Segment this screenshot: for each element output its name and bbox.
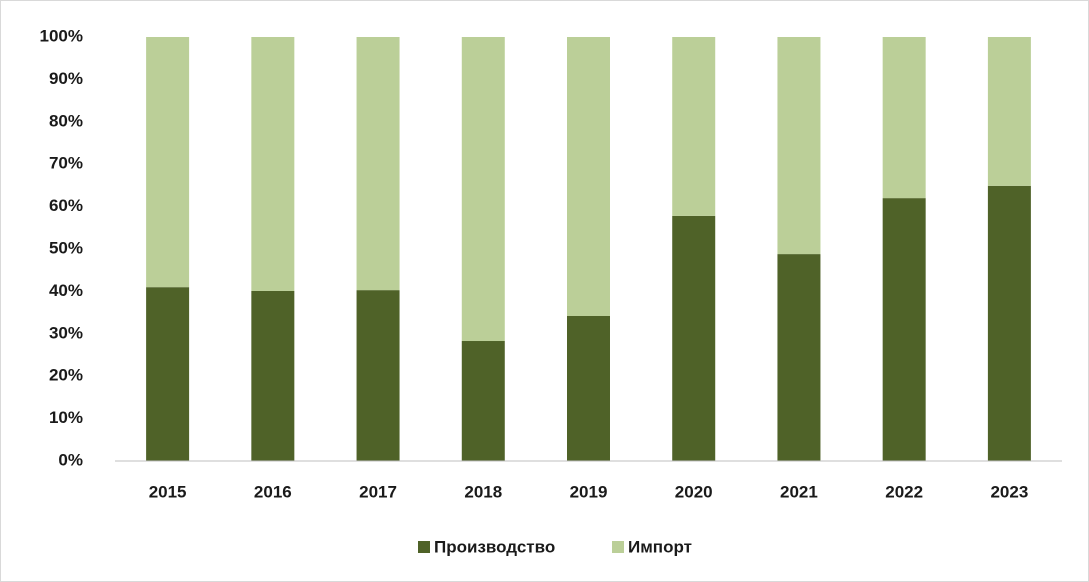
legend-swatch (418, 541, 430, 553)
y-tick-label: 60% (49, 196, 83, 215)
bar-segment (146, 287, 190, 461)
y-tick-label: 20% (49, 366, 83, 385)
x-tick-label: 2021 (780, 482, 818, 501)
bar-segment (461, 37, 505, 342)
bar-segment (251, 37, 295, 291)
x-tick-label: 2018 (464, 482, 502, 501)
y-tick-label: 50% (49, 238, 83, 257)
x-tick-label: 2020 (675, 482, 713, 501)
y-tick-label: 90% (49, 69, 83, 88)
bar-segment (672, 37, 716, 216)
legend-label: Импорт (628, 537, 692, 556)
bar-segment (567, 37, 610, 316)
legend-swatch (612, 541, 624, 553)
x-tick-label: 2015 (149, 482, 187, 501)
x-tick-label: 2022 (885, 482, 923, 501)
legend-label: Производство (434, 537, 555, 556)
y-tick-label: 40% (49, 281, 83, 300)
y-tick-label: 10% (49, 408, 83, 427)
bar-segment (987, 185, 1031, 461)
bar-segment (146, 37, 190, 288)
bar-segment (777, 37, 821, 255)
bar-segment (777, 254, 821, 461)
x-tick-label: 2019 (570, 482, 608, 501)
y-tick-label: 100% (40, 26, 83, 45)
x-tick-label: 2016 (254, 482, 292, 501)
y-tick-label: 30% (49, 323, 83, 342)
x-tick-label: 2023 (990, 482, 1028, 501)
bar-segment (567, 315, 610, 461)
bar-segment (882, 37, 926, 199)
y-tick-label: 80% (49, 111, 83, 130)
bar-segment (461, 341, 505, 461)
y-tick-label: 0% (58, 450, 83, 469)
bar-segment (356, 290, 400, 461)
bar-segment (987, 37, 1031, 186)
bar-segment (672, 215, 716, 461)
bar-segment (882, 198, 926, 461)
y-tick-label: 70% (49, 154, 83, 173)
x-tick-label: 2017 (359, 482, 397, 501)
bar-segment (356, 37, 400, 291)
bar-segment (251, 290, 295, 461)
